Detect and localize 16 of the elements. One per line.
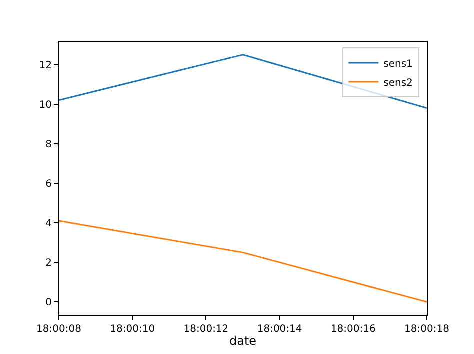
x-tick-label: 18:00:18 bbox=[404, 324, 450, 335]
y-tick-label: 8 bbox=[46, 139, 52, 150]
y-tick-label: 0 bbox=[46, 298, 52, 309]
x-tick-label: 18:00:12 bbox=[184, 324, 229, 335]
legend-label: sens1 bbox=[384, 58, 413, 70]
y-tick-label: 12 bbox=[39, 60, 52, 72]
y-tick-label: 10 bbox=[39, 100, 52, 111]
y-tick-label: 2 bbox=[46, 258, 52, 270]
x-axis-title: date bbox=[229, 334, 257, 348]
x-tick-label: 18:00:08 bbox=[36, 324, 82, 335]
x-tick-label: 18:00:10 bbox=[110, 324, 156, 335]
x-tick-label: 18:00:16 bbox=[330, 324, 376, 335]
legend-label: sens2 bbox=[384, 78, 413, 89]
y-tick-label: 4 bbox=[46, 218, 52, 230]
x-tick-label: 18:00:14 bbox=[257, 324, 302, 335]
y-tick-label: 6 bbox=[46, 178, 52, 190]
